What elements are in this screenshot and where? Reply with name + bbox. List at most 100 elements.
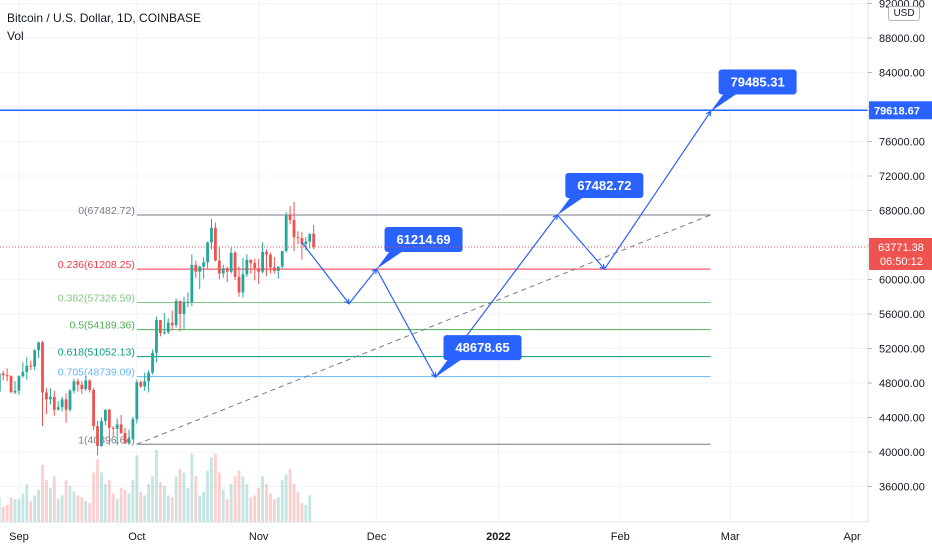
candle-body [131, 419, 135, 440]
price-callouts[interactable]: 61214.69 48678.65 67482.72 79485.31 [376, 69, 797, 378]
time-label-2022[interactable]: 2022 [486, 531, 510, 543]
price-callout[interactable]: 48678.65 [435, 335, 522, 378]
candle [237, 266, 241, 297]
candle [41, 340, 44, 427]
candle [155, 316, 158, 363]
volume-bar [9, 497, 13, 522]
volume-bar [304, 504, 308, 522]
time-label-sep[interactable]: Sep [9, 531, 29, 543]
candle [217, 247, 221, 280]
candle [284, 212, 288, 253]
candle-body [76, 381, 80, 385]
price-tick-label: 48000.00 [879, 378, 925, 390]
volume-bar [182, 472, 186, 522]
currency-button[interactable]: USD [888, 6, 920, 21]
candle-body [233, 252, 237, 277]
volume-bar [300, 503, 304, 522]
candle-body [80, 384, 84, 390]
candle [1, 370, 5, 381]
volume-bar [261, 476, 264, 522]
candle-body [221, 268, 225, 274]
candle-body [123, 433, 127, 444]
volume-bar [0, 497, 1, 522]
volume-bar [37, 489, 40, 522]
candle-body [119, 424, 123, 434]
callout-pointer [557, 195, 586, 215]
callout-pointer [376, 250, 405, 270]
candle-body [29, 365, 33, 367]
time-axis[interactable]: Sep Oct Nov Dec 2022 Feb Mar Apr [0, 521, 868, 543]
candle [233, 251, 237, 281]
candle-body [198, 266, 202, 272]
candle [194, 260, 198, 278]
price-callout[interactable]: 67482.72 [557, 172, 644, 215]
candle-body [210, 227, 213, 243]
volume-bar [249, 497, 253, 522]
time-label-feb[interactable]: Feb [611, 531, 630, 543]
candle [280, 251, 284, 269]
volume-bar [21, 493, 25, 522]
time-label-dec[interactable]: Dec [367, 531, 387, 543]
candle [84, 376, 88, 391]
volume-bar [186, 487, 190, 522]
target-price-tag[interactable] [869, 101, 932, 120]
candle [261, 242, 264, 274]
candle [76, 378, 80, 392]
candle [9, 375, 13, 393]
price-axis[interactable]: 92000.0088000.0084000.0080000.0076000.00… [867, 0, 932, 550]
volume-bar [151, 476, 154, 522]
volume-indicator-label: Vol [7, 29, 24, 43]
candle-body [88, 380, 92, 390]
candle-body [214, 227, 217, 261]
callout-text: 79485.31 [730, 74, 784, 89]
volume-bar [284, 474, 288, 522]
volume-bar [214, 453, 217, 522]
price-tick-label: 76000.00 [879, 137, 925, 149]
callout-box [384, 227, 463, 253]
time-label-oct[interactable]: Oct [128, 531, 145, 543]
candle [229, 247, 233, 274]
price-tick-label: 52000.00 [879, 344, 925, 356]
volume-bar [17, 499, 21, 522]
price-tick-label: 92000.00 [879, 0, 925, 11]
volume-bar [166, 495, 170, 522]
volume-bar [155, 449, 158, 522]
candle-body [296, 237, 300, 239]
candle-body [92, 389, 95, 427]
candle-body [72, 381, 76, 391]
candle-body [194, 264, 198, 272]
candle [182, 296, 186, 330]
callout-text: 61214.69 [396, 232, 450, 247]
candle [119, 414, 123, 434]
fibonacci-retracement[interactable]: 0(67482.72) 0.236(61208.25) 0.382(57326.59… [58, 205, 711, 446]
candle-body [253, 263, 257, 269]
volume-bar [107, 480, 111, 522]
candle-body [159, 320, 162, 333]
price-callout[interactable]: 61214.69 [376, 227, 463, 270]
callout-box [443, 335, 522, 361]
volume-bar [88, 503, 92, 522]
candle-body [100, 420, 103, 446]
volume-bar [162, 485, 166, 522]
candle-body [312, 233, 316, 247]
candle-body [170, 322, 174, 326]
time-label-apr[interactable]: Apr [844, 531, 861, 543]
time-label-mar[interactable]: Mar [721, 531, 740, 543]
price-tick-label: 56000.00 [879, 309, 925, 321]
candle-body [107, 409, 111, 428]
candle [214, 222, 217, 262]
callout-pointer [435, 358, 464, 378]
candle [276, 266, 280, 279]
candle-body [225, 268, 229, 272]
fib-label-1: 1(40896.64) [78, 434, 135, 446]
fib-label-0.705: 0.705(48739.09) [58, 367, 135, 379]
volume-bar [25, 484, 29, 522]
candle [202, 257, 206, 279]
candle-body [115, 424, 119, 429]
price-callout[interactable]: 79485.31 [710, 69, 797, 112]
candle [143, 372, 147, 391]
candle [166, 318, 170, 334]
candle [33, 349, 37, 371]
time-label-nov[interactable]: Nov [249, 531, 269, 543]
